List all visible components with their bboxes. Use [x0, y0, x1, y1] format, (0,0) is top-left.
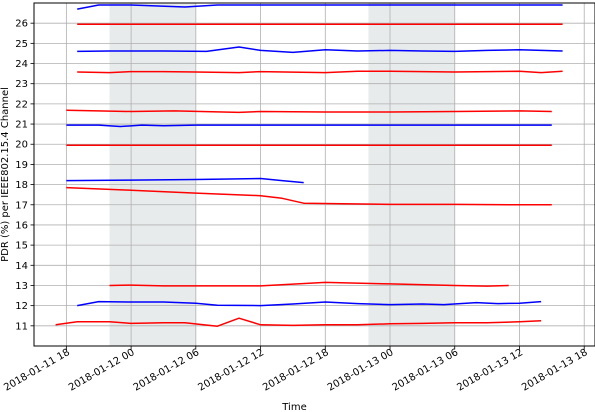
series-line-9	[66, 186, 552, 206]
y-tick-label: 21	[15, 120, 28, 131]
series-line-8	[66, 177, 304, 184]
series-line-3	[77, 46, 563, 54]
y-tick-label: 23	[15, 79, 28, 90]
x-tick-label: 2018-01-13 06	[391, 347, 461, 394]
series-line-12	[55, 317, 542, 327]
y-tick-label: 24	[15, 59, 28, 70]
shaded-span-2	[368, 3, 455, 346]
x-tick-label: 2018-01-11 18	[2, 347, 72, 394]
x-tick-label: 2018-01-13 12	[455, 347, 525, 394]
y-tick-label: 26	[15, 19, 28, 30]
y-tick-label: 15	[15, 241, 28, 252]
y-tick-label: 14	[15, 261, 28, 272]
y-tick-label: 25	[15, 39, 28, 50]
x-tick-label: 2018-01-13 18	[520, 347, 590, 394]
x-tick-label: 2018-01-12 12	[196, 347, 266, 394]
y-axis-ticks: 11 12 13 14 15 16 17 18 19 20 21 22 23 24 25 26	[15, 19, 34, 332]
y-tick-label: 22	[15, 99, 28, 110]
y-tick-label: 12	[15, 301, 28, 312]
y-tick-label: 18	[15, 180, 28, 191]
y-tick-label: 19	[15, 160, 28, 171]
x-tick-label: 2018-01-13 00	[326, 347, 396, 394]
x-axis-label: Time	[281, 402, 306, 412]
series-line-11	[77, 300, 542, 307]
series-line-10	[109, 281, 509, 287]
x-tick-label: 2018-01-12 06	[132, 347, 202, 394]
y-tick-label: 20	[15, 140, 28, 151]
plot-frame	[33, 2, 595, 347]
series-line-6	[66, 124, 552, 128]
y-tick-label: 11	[15, 321, 28, 332]
y-tick-label: 13	[15, 281, 28, 292]
x-tick-label: 2018-01-12 00	[67, 347, 137, 394]
grid-lines	[34, 3, 595, 346]
y-axis-label: PDR (%) per IEEE802.15.4 Channel	[0, 87, 11, 262]
y-tick-label: 16	[15, 220, 28, 231]
series-line-5	[66, 109, 552, 114]
shaded-spans	[109, 3, 455, 346]
series-lines	[55, 4, 563, 327]
x-tick-label: 2018-01-12 18	[261, 347, 331, 394]
series-line-1	[77, 4, 563, 10]
series-line-4	[77, 70, 563, 74]
y-tick-label: 17	[15, 200, 28, 211]
shaded-span-1	[109, 3, 196, 346]
